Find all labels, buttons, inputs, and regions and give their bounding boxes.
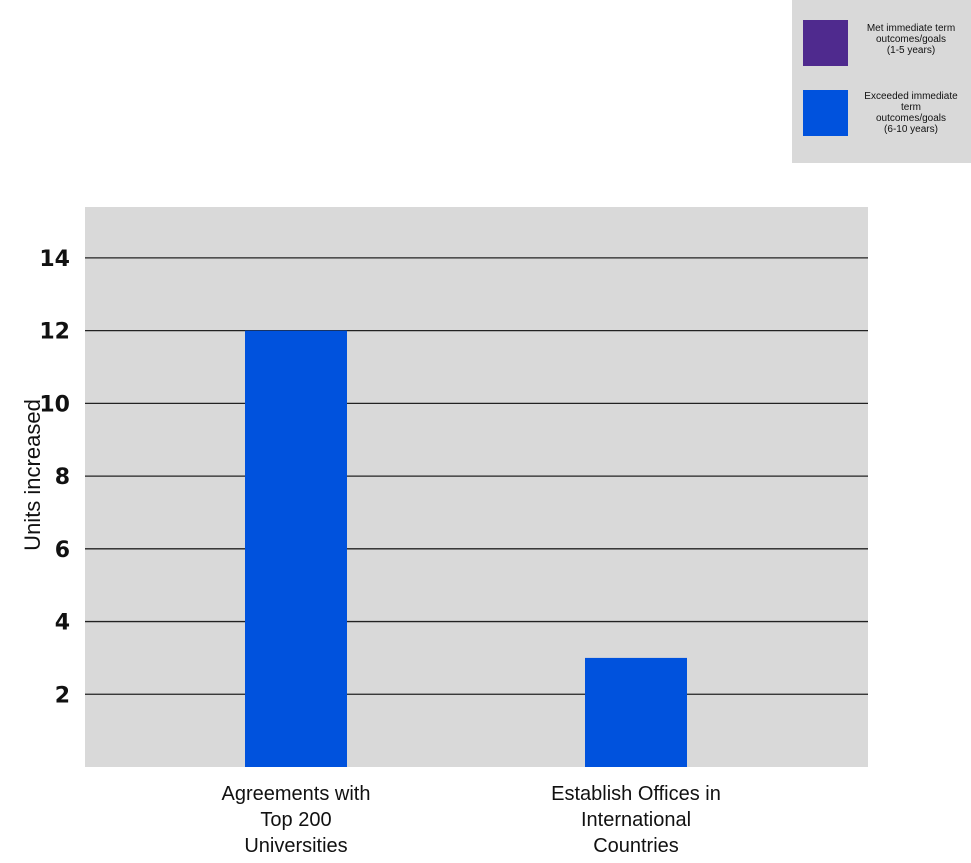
category-label: Universities [244,835,347,857]
legend-label: outcomes/goals [876,34,946,45]
category-label: Establish Offices in [551,783,721,805]
bar-0 [245,330,347,767]
legend-label: Exceeded immediate [864,91,958,102]
category-label: Agreements with [222,783,371,805]
category-label: International [581,809,691,831]
y-tick-label: 14 [39,247,70,272]
y-tick-label: 4 [55,611,70,636]
legend-label: (6-10 years) [884,124,938,135]
legend-label: outcomes/goals [876,113,946,124]
legend-label: (1-5 years) [887,45,935,56]
y-tick-label: 10 [39,392,70,417]
gridlines [85,257,868,695]
legend-label: term [901,102,921,113]
category-label: Countries [593,835,679,857]
y-tick-label: 2 [55,683,70,708]
bar-1 [585,657,687,767]
legend-swatch-0 [803,20,848,66]
bars [245,330,687,767]
legend-label: Met immediate term [867,23,955,34]
y-tick-label: 8 [55,465,70,490]
category-labels: Agreements with Top 200 Universities Establ… [222,783,721,857]
y-axis-label: Units increased [20,399,45,551]
y-tick-label: 12 [39,320,70,345]
legend-swatch-1 [803,90,848,136]
y-tick-label: 6 [55,538,70,563]
plot-background [85,207,868,767]
category-label: Top 200 [260,809,331,831]
y-tick-labels: 2 4 6 8 10 12 14 [39,247,70,708]
